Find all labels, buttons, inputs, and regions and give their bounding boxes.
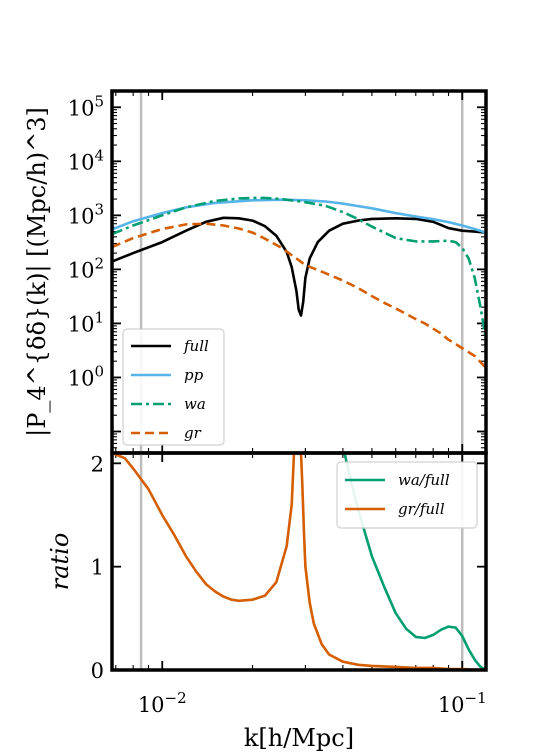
legend-top: full pp wa gr — [122, 328, 225, 446]
ytick-top-label-2: 102 — [68, 254, 104, 282]
series-line-gr — [112, 222, 486, 369]
xlabel: k[h/Mpc] — [244, 724, 354, 752]
bottom-axes-frame — [110, 451, 488, 672]
axis-labels: |P_4^{δδ}(k)| [(Mpc/h)^3] ratio k[h/Mpc] — [23, 107, 354, 752]
top-panel: 100 101 102 103 104 105 full pp wa gr — [68, 89, 488, 455]
series-line-full — [112, 216, 486, 317]
ytick-top-label-3: 103 — [68, 200, 104, 228]
ytick-bottom-label-1: 1 — [91, 556, 104, 580]
legend-label-pp: pp — [184, 366, 204, 384]
bottom-panel: 0 1 2 10−2 10−1 wa/full gr/full — [91, 451, 488, 717]
ytick-bottom-label-0: 0 — [91, 659, 104, 683]
xtick-label-1: 10−1 — [438, 689, 487, 717]
ytick-top-label-1: 101 — [68, 308, 104, 336]
ytick-top-label-4: 104 — [68, 146, 104, 174]
ytick-top-label-5: 105 — [68, 92, 104, 120]
legend-label-full: full — [183, 337, 209, 355]
legend-label-wa-full: wa/full — [398, 471, 450, 489]
ytick-top-label-0: 100 — [68, 362, 104, 390]
ratio-line-gr-full — [112, 453, 486, 670]
top-ylabel: |P_4^{δδ}(k)| [(Mpc/h)^3] — [23, 107, 52, 437]
legend-label-gr: gr — [184, 424, 202, 442]
legend-bottom: wa/full gr/full — [336, 461, 478, 529]
legend-label-gr-full: gr/full — [398, 500, 445, 518]
ytick-bottom-label-2: 2 — [91, 452, 104, 476]
ticks-bottom: 0 1 2 10−2 10−1 — [91, 452, 487, 717]
bottom-ylabel: ratio — [46, 533, 74, 591]
ratio-line-wa-full — [343, 453, 486, 670]
legend-label-wa: wa — [184, 395, 206, 413]
xtick-label-0: 10−2 — [138, 689, 187, 717]
